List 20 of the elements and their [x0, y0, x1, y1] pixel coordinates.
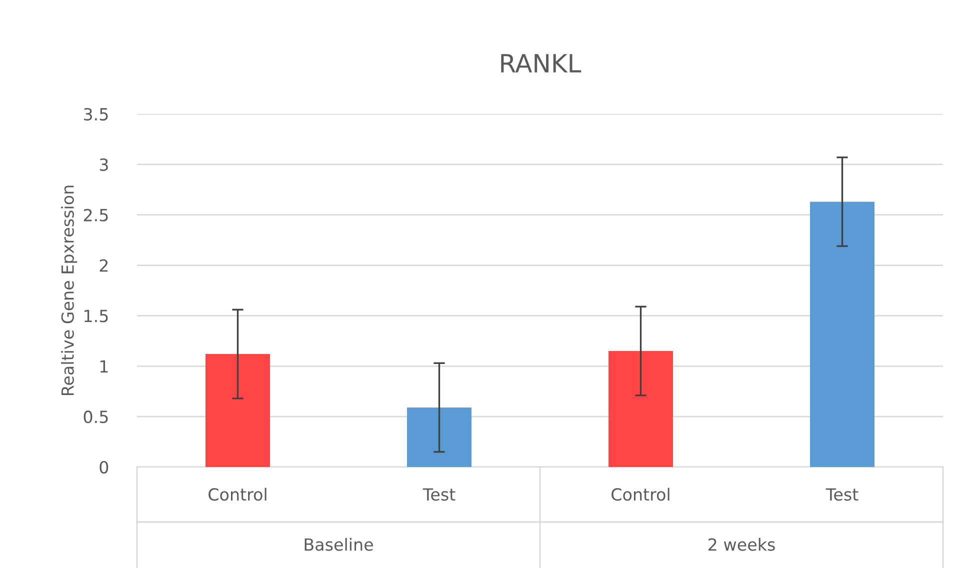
y-tick-label: 2 — [100, 259, 108, 272]
bar — [608, 351, 673, 467]
x-tick-label: Control — [208, 488, 266, 501]
y-tick-label: 1.5 — [84, 310, 108, 322]
y-tick-label: 2.5 — [84, 208, 108, 222]
x-tick-label: Control — [612, 488, 670, 501]
y-tick-label: 3 — [100, 158, 108, 171]
y-tick-label: 3.5 — [84, 108, 108, 121]
bar — [810, 202, 874, 467]
text: Baseline — [304, 538, 373, 551]
y-tick-label: 1 — [100, 360, 108, 372]
y-tick-label: 0 — [100, 460, 108, 474]
chart-title: RANKL — [501, 54, 582, 72]
y-tick-label: 0.5 — [84, 410, 108, 424]
y-axis-title: Realtive Gene Epxression — [61, 186, 78, 395]
bar — [407, 407, 472, 467]
bar — [206, 354, 270, 467]
text: 2 weeks — [708, 538, 775, 551]
x-tick-label: Test — [826, 488, 858, 501]
x-tick-label: Test — [422, 488, 456, 501]
